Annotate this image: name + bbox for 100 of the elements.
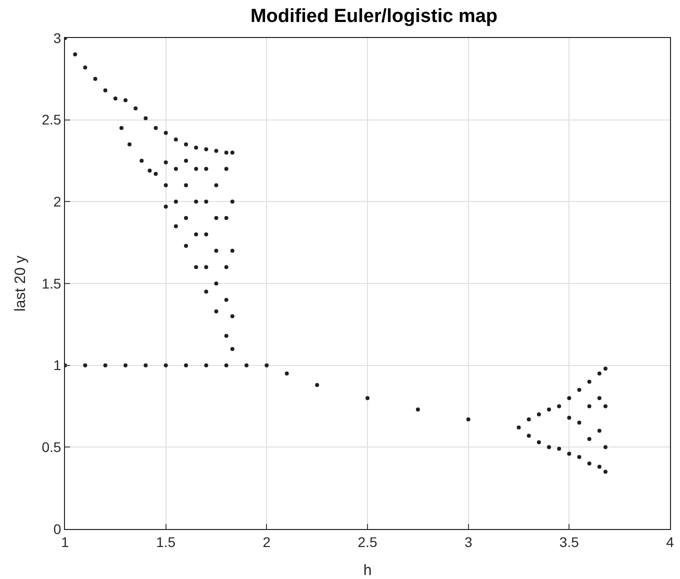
point [536,412,541,416]
point [577,454,582,459]
point [224,166,228,171]
x-tick-label: 3.5 [559,534,580,550]
point [536,440,541,444]
point [244,363,248,368]
point [119,126,124,130]
point [204,200,208,204]
point [557,404,562,408]
point [214,148,218,153]
point [164,363,168,368]
point [587,462,592,466]
point [224,298,228,302]
point [214,309,218,314]
point [184,183,188,188]
point [224,363,228,368]
point [466,417,470,422]
point [416,408,420,412]
x-tick-label: 2.5 [358,534,378,550]
point [230,200,234,204]
point [366,396,370,400]
point [184,158,188,163]
point [204,290,208,294]
point [184,363,188,368]
point [224,334,228,338]
point [214,216,218,220]
point [230,150,234,155]
point [603,470,608,474]
point [204,147,208,152]
point [204,265,208,270]
point [597,428,602,433]
point [577,420,582,425]
point [184,216,188,220]
point [174,200,178,204]
point [174,137,178,142]
point [264,363,269,368]
x-tick-label: 1.5 [156,534,176,550]
point [587,436,592,441]
point [194,200,198,204]
point [124,363,128,368]
point [230,314,234,318]
point [148,168,152,173]
x-tick-label: 2 [262,534,271,550]
point [194,166,198,171]
point [214,183,218,188]
point [224,265,228,270]
point [134,106,138,110]
point [194,232,198,236]
point [144,363,148,368]
point [547,445,551,450]
point [547,408,551,412]
point [224,150,228,155]
point [587,404,592,408]
point [557,446,562,451]
point [124,98,128,102]
point [204,232,208,236]
y-tick-label: 1 [53,357,62,374]
x-tick-label: 3 [464,534,472,550]
point [516,426,521,430]
y-tick-label: 2 [53,194,62,210]
point [164,183,168,188]
point [174,166,178,171]
point [83,65,88,70]
point [204,166,208,171]
point [577,388,582,392]
point [164,130,168,135]
point [214,248,218,253]
y-tick-label: 1.5 [42,275,62,292]
point [154,126,158,130]
point [184,244,188,248]
x-tick-label: 4 [666,534,674,550]
point [194,265,198,270]
y-tick-label: 0 [53,520,62,537]
y-tick-label: 3 [53,30,62,46]
point [140,158,144,163]
point [315,382,320,387]
point [174,224,178,228]
y-tick-label: 2.5 [42,112,62,128]
point [567,396,572,400]
point [214,282,218,286]
point [603,366,608,371]
point [154,172,158,176]
point [73,52,78,56]
point [567,452,572,456]
y-axis-title: last 20 y [12,255,29,312]
point [284,372,289,376]
point [194,146,198,150]
x-axis-title: h [363,562,372,579]
point [526,417,531,422]
point [597,464,602,469]
y-tick-label: 0.5 [42,439,62,456]
point [144,116,148,120]
point [113,96,118,101]
point [93,76,98,81]
point [83,363,88,368]
point [128,142,132,146]
point [567,416,572,420]
point [164,204,168,209]
point [164,160,168,164]
point [103,88,108,92]
